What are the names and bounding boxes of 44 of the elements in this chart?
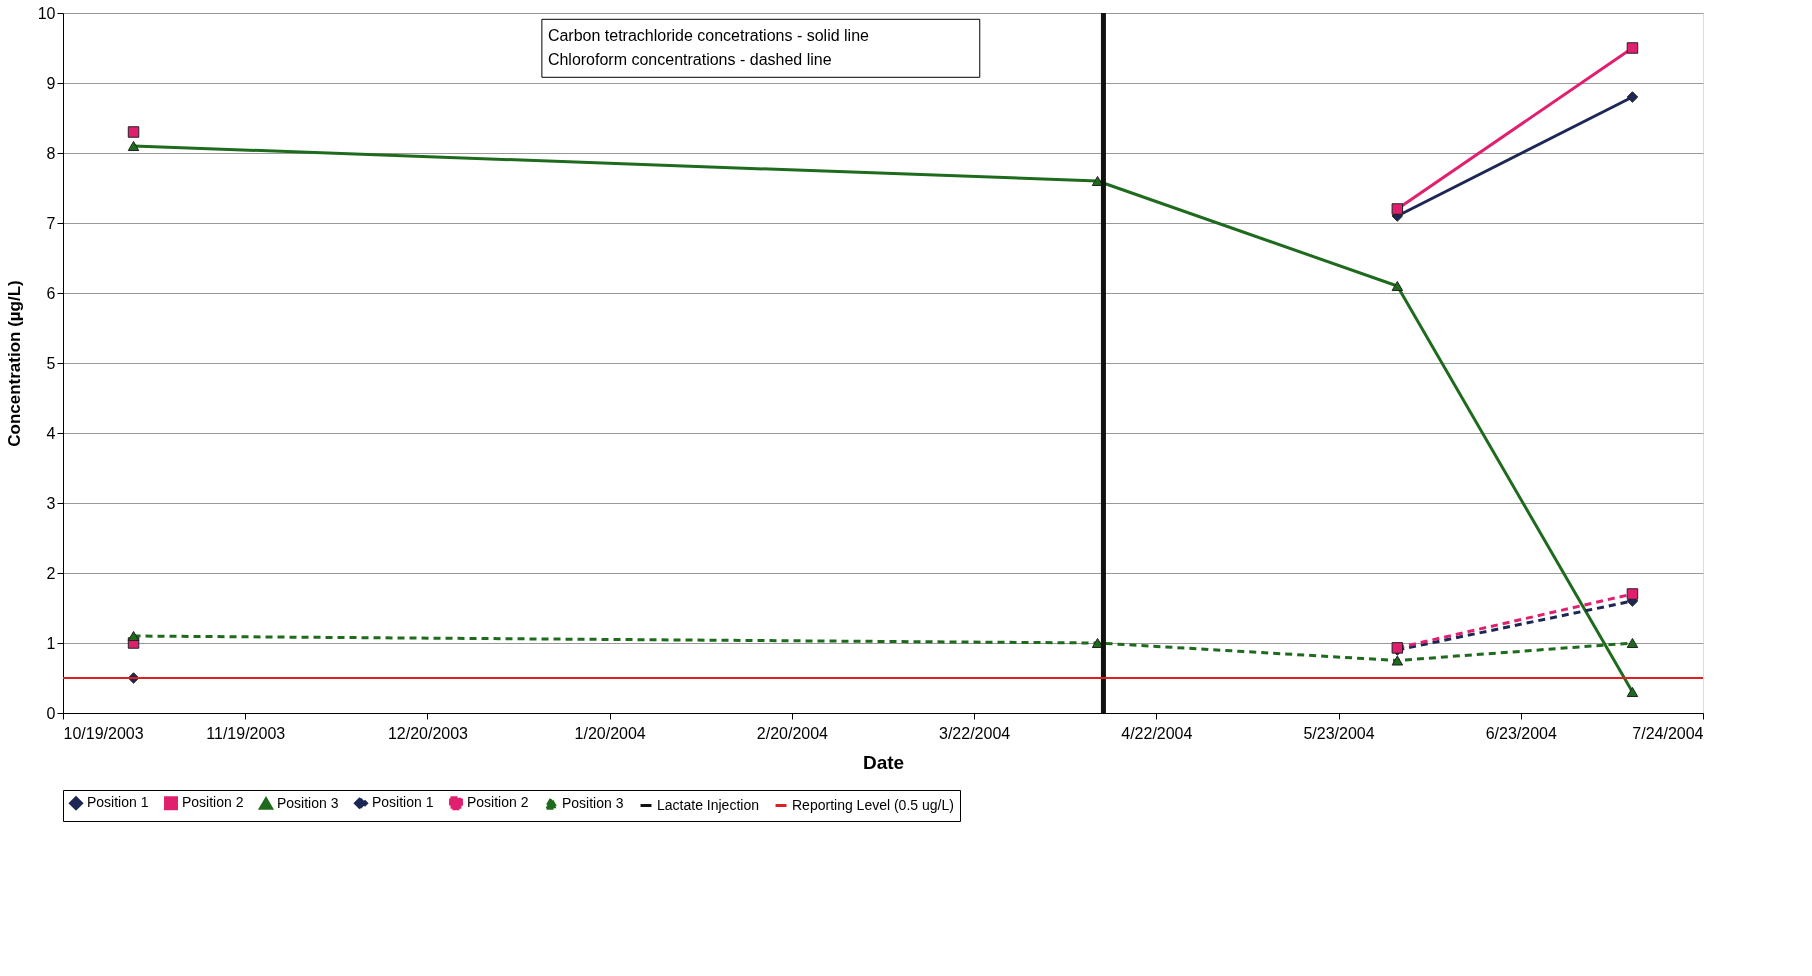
legend-label: Position 3 <box>562 794 624 811</box>
y-tick-label: 4 <box>46 424 56 442</box>
y-tick-label: 2 <box>46 564 56 582</box>
y-tick-label: 7 <box>46 214 56 232</box>
x-tick-label: 6/23/2004 <box>1485 724 1557 742</box>
y-tick-label: 10 <box>37 4 56 22</box>
y-tick-label: 8 <box>46 144 56 162</box>
point <box>1626 637 1639 649</box>
y-tick-label: 1 <box>46 634 56 652</box>
point <box>1626 686 1639 698</box>
legend-label: Position 2 <box>182 794 244 811</box>
x-tick-label: 7/24/2004 <box>1632 724 1704 742</box>
annotation: Chloroform concentrations - dashed line <box>547 51 832 69</box>
point <box>127 630 140 642</box>
x-tick-label: 11/19/2003 <box>206 724 286 742</box>
x-tick-label: 10/19/2003 <box>63 724 144 742</box>
annotation: Carbon tetrachloride concetrations - solid line <box>547 27 870 45</box>
x-tick-label: 1/20/2004 <box>574 724 646 742</box>
point <box>1391 655 1404 666</box>
x-axis-title: Date <box>862 751 905 773</box>
legend-label: Position 2 <box>467 794 529 811</box>
point <box>1391 203 1404 215</box>
y-tick-label: 9 <box>46 74 56 92</box>
legend-label: Position 1 <box>372 794 434 811</box>
y-tick-label: 6 <box>46 284 56 302</box>
legend-label: Position 3 <box>277 794 339 811</box>
legend-label: Lactate Injection <box>657 796 759 813</box>
point <box>127 126 140 138</box>
y-axis-title: Concentration (µg/L) <box>4 280 24 447</box>
legend-label: Reporting Level (0.5 ug/L) <box>792 796 954 813</box>
point <box>1626 42 1639 54</box>
y-tick-label: 3 <box>46 494 56 512</box>
point <box>1626 588 1639 600</box>
point <box>1626 91 1639 103</box>
x-tick-label: 2/20/2004 <box>756 724 829 742</box>
point <box>127 140 140 152</box>
x-tick-label: 4/22/2004 <box>1121 724 1193 742</box>
y-tick-label: 5 <box>46 354 56 372</box>
x-tick-label: 12/20/2003 <box>387 724 469 742</box>
legend-label: Position 1 <box>87 794 149 811</box>
x-tick-label: 5/23/2004 <box>1303 724 1375 742</box>
y-tick-label: 0 <box>46 704 56 722</box>
x-tick-label: 3/22/2004 <box>939 724 1011 742</box>
point <box>1391 280 1404 292</box>
